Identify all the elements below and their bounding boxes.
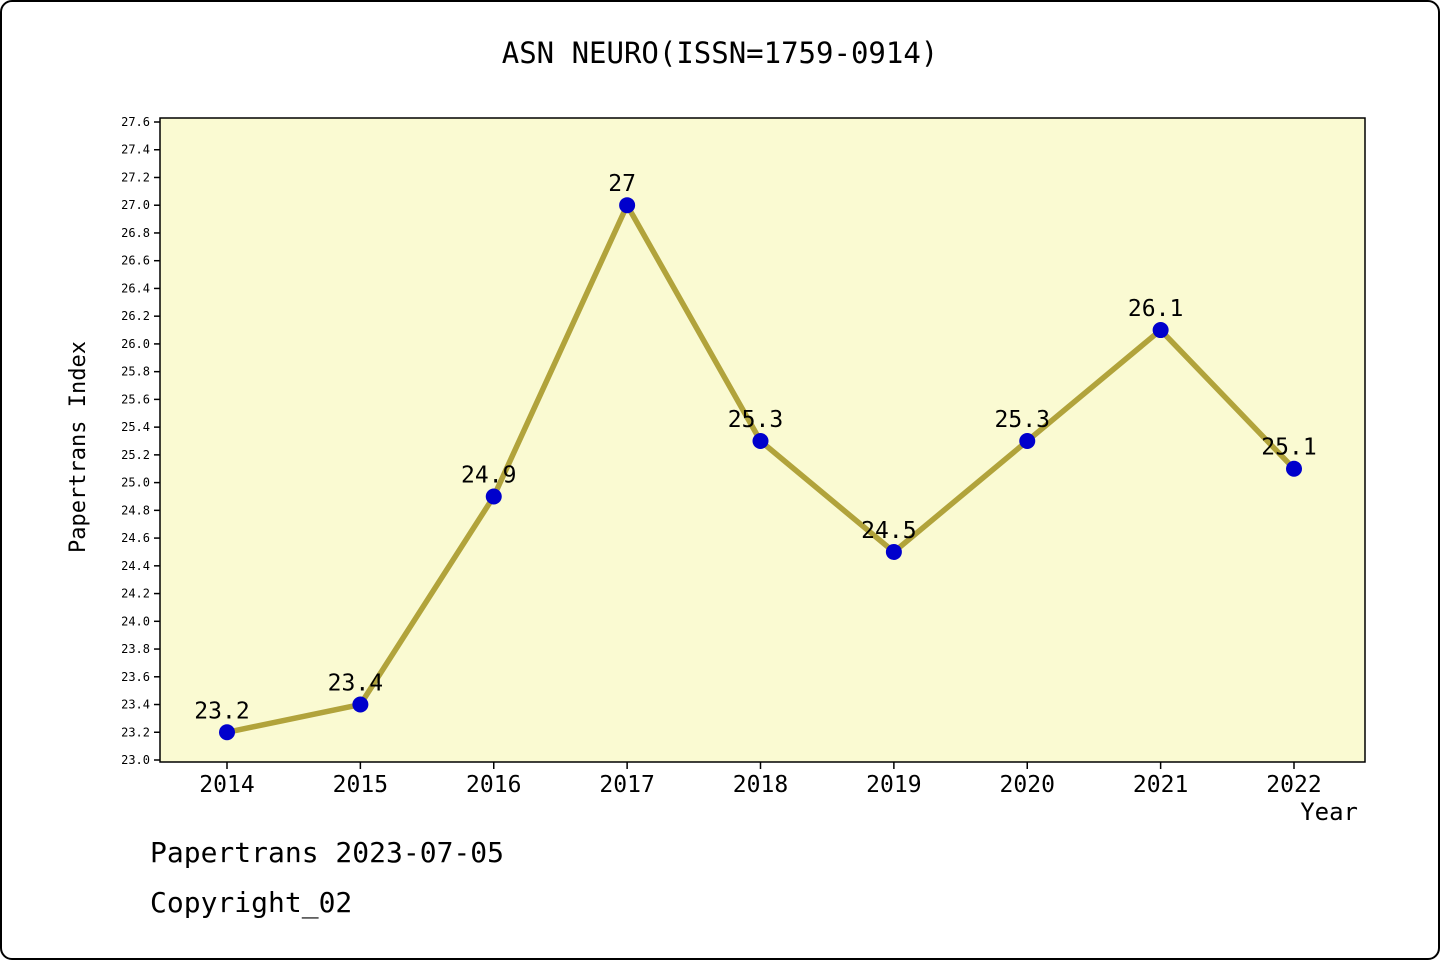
chart-title: ASN NEURO(ISSN=1759-0914) <box>501 36 939 70</box>
y-tick-label: 26.0 <box>121 337 150 351</box>
y-tick-label: 26.8 <box>121 226 150 240</box>
y-tick-label: 25.6 <box>121 392 150 406</box>
x-tick-label: 2016 <box>466 772 521 798</box>
data-point-label: 27 <box>608 171 636 197</box>
y-tick-label: 23.0 <box>121 753 150 767</box>
data-point-label: 25.3 <box>995 407 1050 433</box>
data-point-marker <box>352 696 369 713</box>
x-tick-label: 2015 <box>333 772 388 798</box>
footer-date: Papertrans 2023-07-05 <box>150 836 505 869</box>
data-point-marker <box>619 197 636 214</box>
x-tick-label: 2020 <box>1000 772 1055 798</box>
y-tick-label: 24.6 <box>121 531 150 545</box>
y-tick-label: 26.2 <box>121 309 150 323</box>
data-point-label: 24.5 <box>861 518 916 544</box>
data-point-marker <box>752 433 769 449</box>
data-point-marker <box>485 488 502 505</box>
y-tick-label: 25.2 <box>121 448 150 462</box>
x-axis-title: Year <box>1300 798 1358 826</box>
y-tick-label: 23.6 <box>121 670 150 684</box>
y-tick-label: 24.2 <box>121 587 150 601</box>
x-tick-label: 2014 <box>199 772 254 798</box>
data-point-label: 24.9 <box>461 462 516 488</box>
y-tick-label: 24.0 <box>121 614 150 628</box>
y-tick-label: 23.4 <box>121 698 150 712</box>
data-point-marker <box>885 543 902 560</box>
x-tick-label: 2022 <box>1266 772 1321 798</box>
y-axis-title: Papertrans Index <box>66 341 91 553</box>
y-tick-label: 27.0 <box>121 198 150 212</box>
y-tick-label: 27.2 <box>121 170 150 184</box>
y-tick-label: 25.0 <box>121 476 150 490</box>
data-point-label: 25.1 <box>1261 435 1316 461</box>
y-tick-label: 23.2 <box>121 725 150 739</box>
y-tick-label: 27.6 <box>121 115 150 129</box>
x-tick-label: 2021 <box>1133 772 1188 798</box>
data-point-label: 23.2 <box>194 698 249 724</box>
y-tick-label: 24.4 <box>121 559 150 573</box>
y-tick-label: 24.8 <box>121 503 150 517</box>
y-tick-label: 25.8 <box>121 365 150 379</box>
data-point-marker <box>1019 433 1036 449</box>
x-tick-label: 2017 <box>599 772 654 798</box>
footer-copyright: Copyright_02 <box>150 886 353 919</box>
x-tick-label: 2018 <box>733 772 788 798</box>
y-tick-label: 26.6 <box>121 254 150 268</box>
y-tick-label: 27.4 <box>121 143 150 157</box>
x-tick-label: 2019 <box>866 772 921 798</box>
data-point-marker <box>219 724 235 741</box>
data-point-label: 23.4 <box>328 671 383 697</box>
y-tick-label: 26.4 <box>121 281 150 295</box>
y-tick-label: 23.8 <box>121 642 150 656</box>
data-point-label: 25.3 <box>728 407 783 433</box>
data-point-marker <box>1286 460 1302 477</box>
data-point-label: 26.1 <box>1128 296 1183 322</box>
y-tick-label: 25.4 <box>121 420 150 434</box>
data-point-marker <box>1152 322 1169 339</box>
